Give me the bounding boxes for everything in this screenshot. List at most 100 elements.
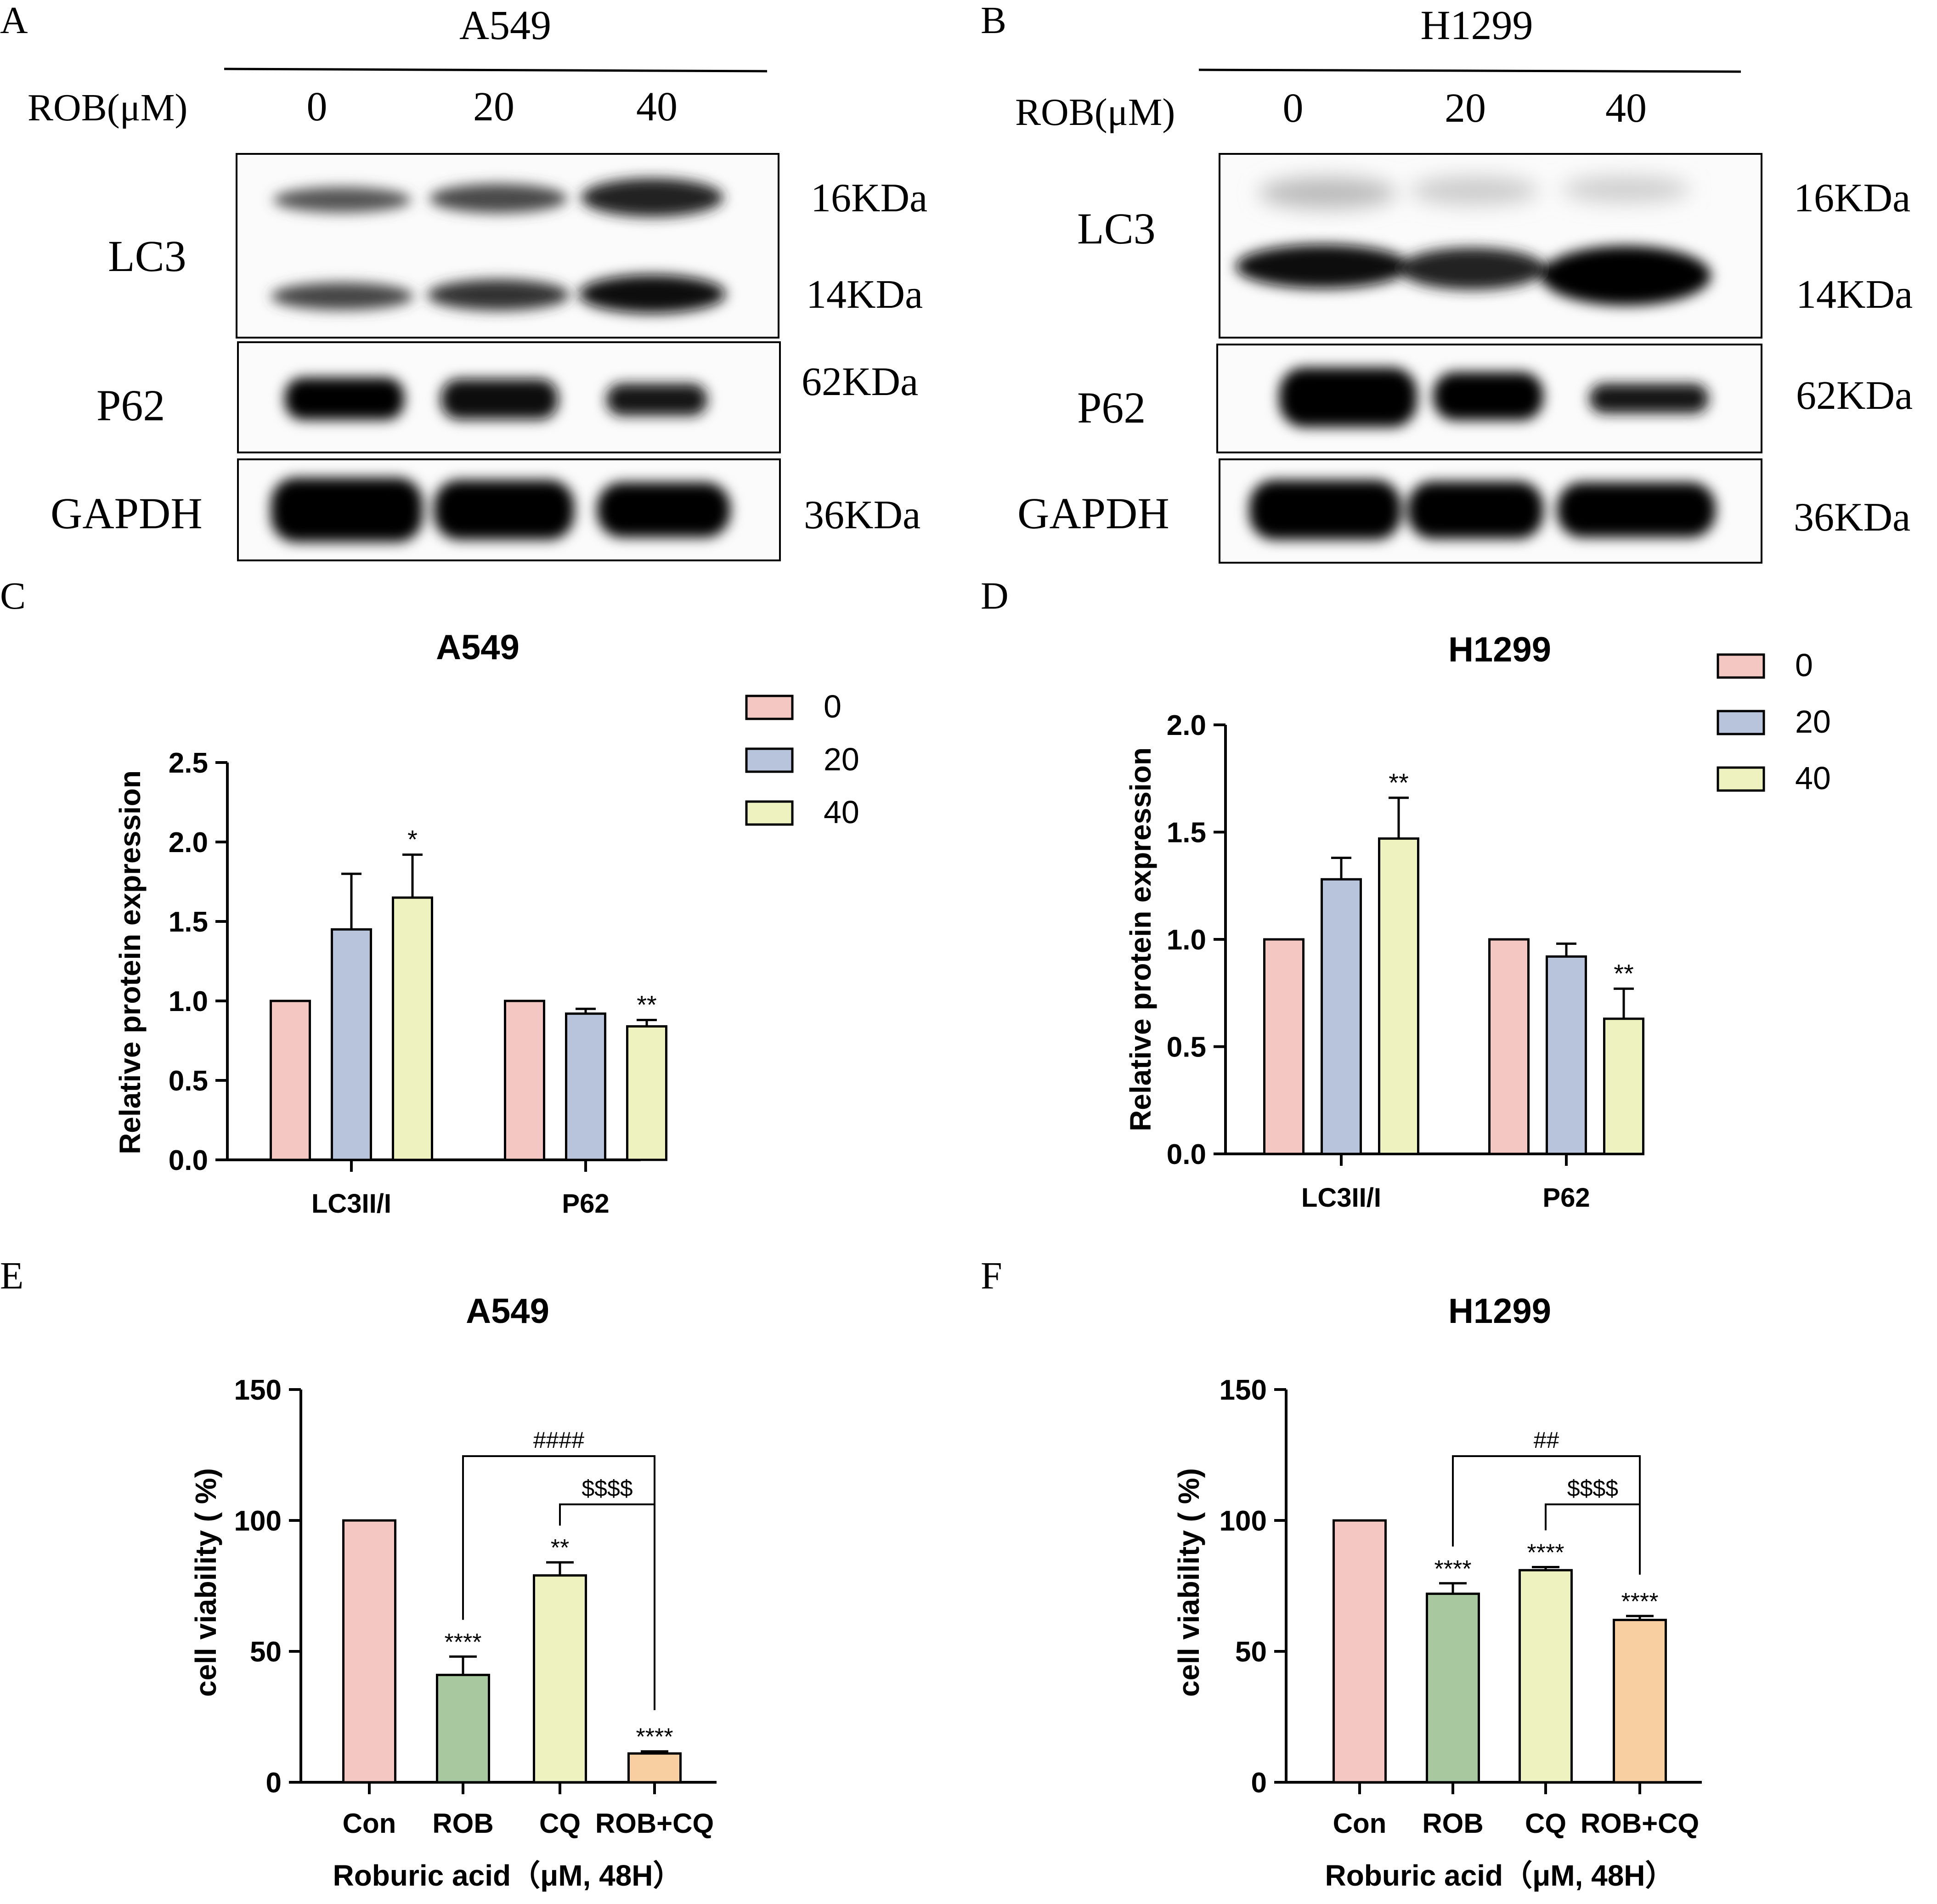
bar: [270, 1000, 311, 1161]
significance-label: **: [637, 990, 657, 1019]
blot-a-gapdh-bands: [271, 478, 730, 542]
y-tick-label: 2.5: [169, 747, 208, 779]
x-tick-label: LC3II/I: [311, 1189, 391, 1219]
chart-f: 0 50 100 150 H1299 cell viability ( %) Con ****…: [1172, 1292, 1702, 1892]
blot-a-lc3-weight-lower: 14KDa: [806, 272, 923, 317]
y-tick-label: 50: [1235, 1636, 1267, 1668]
blot-b-gapdh-label: GAPDH: [1017, 489, 1169, 538]
significance-label: ****: [1621, 1588, 1659, 1615]
x-tick-label: CQ: [539, 1808, 581, 1839]
x-tick-label: LC3II/I: [1301, 1183, 1381, 1213]
chart-e: 0 50 100 150 A549 cell viability ( %) Con **** R…: [189, 1292, 717, 1892]
chart-title: A549: [466, 1292, 549, 1331]
legend-swatch: [1717, 710, 1765, 735]
blot-b-dose-20: 20: [1445, 85, 1486, 131]
comparison-bracket: [1545, 1503, 1641, 1575]
blot-b-dose-40: 40: [1605, 85, 1647, 131]
blot-a-dose-40: 40: [636, 84, 678, 130]
blot-b-dose-0: 0: [1283, 85, 1304, 131]
significance-label: ****: [1527, 1539, 1564, 1566]
blot-a-gapdh-weight: 36KDa: [804, 493, 920, 537]
x-tick-label: Con: [343, 1808, 396, 1839]
blot-a-p62-bands: [285, 378, 707, 420]
blot-a-dose-20: 20: [473, 84, 514, 130]
blot-a-gapdh-label: GAPDH: [51, 489, 203, 538]
bar: [1488, 938, 1530, 1155]
y-tick-label: 2.0: [169, 827, 208, 859]
chart-title: A549: [436, 628, 520, 667]
blot-b-p62-bands: [1279, 367, 1709, 427]
blot-a-lc3-label: LC3: [108, 232, 186, 281]
bar: [565, 1012, 606, 1161]
bar: [436, 1673, 490, 1784]
y-tick-label: 2.0: [1167, 710, 1206, 741]
bar: [1613, 1619, 1667, 1784]
blot-b-treatment-label: ROB(μM): [1015, 91, 1175, 134]
legend-label: 40: [824, 794, 859, 830]
panel-a: A A549 ROB(μM) 0 20 40 LC3 16KDa 14KDa P…: [0, 0, 927, 561]
y-tick-label: 0.0: [1167, 1139, 1206, 1170]
x-tick-label: ROB: [1422, 1808, 1483, 1839]
y-tick-label: 150: [234, 1374, 282, 1406]
bar: [342, 1519, 396, 1784]
blot-b-lc3-label: LC3: [1077, 204, 1156, 253]
panel-letter-a: A: [0, 0, 28, 42]
comparison-label: $$$$: [582, 1475, 632, 1501]
legend-swatch: [745, 695, 794, 720]
blot-a-dose-0: 0: [307, 84, 328, 130]
y-axis-label: cell viability ( %): [1172, 1468, 1205, 1697]
comparison-label: ####: [533, 1427, 584, 1453]
chart-d: 0.0 0.5 1.0 1.5 2.0 H1299 Relative protein exp…: [1124, 630, 1831, 1213]
bar: [331, 928, 372, 1161]
y-tick-label: 1.5: [1167, 817, 1206, 849]
y-tick-label: 100: [1220, 1505, 1267, 1537]
legend-label: 20: [824, 741, 859, 777]
blot-b-lc3-weight-upper: 16KDa: [1794, 176, 1910, 220]
y-tick-label: 50: [250, 1636, 282, 1668]
comparison-bracket: [559, 1503, 655, 1710]
x-tick-label: ROB: [432, 1808, 493, 1839]
legend-label: 0: [1795, 647, 1813, 683]
x-tick-label: ROB+CQ: [595, 1808, 714, 1839]
bar: [1426, 1593, 1480, 1784]
bar: [392, 896, 433, 1161]
significance-label: **: [551, 1535, 569, 1561]
bar: [1603, 1017, 1644, 1155]
blot-a-header-rule: [224, 68, 768, 73]
bar: [533, 1574, 587, 1784]
blot-b-gapdh-bands: [1249, 480, 1716, 540]
chart-c: 0.0 0.5 1.0 1.5 2.0 2.5 A549 Relative protein e…: [113, 628, 859, 1219]
panel-b: B H1299 ROB(μM) 0 20 40 LC3 16KDa 14KDa …: [981, 0, 1913, 564]
bar: [504, 1000, 545, 1161]
x-tick-label: P62: [1542, 1183, 1590, 1213]
y-tick-label: 0.5: [169, 1065, 208, 1097]
blot-b-lc3-upper-bands: [1259, 175, 1690, 209]
blot-a-cell-line: A549: [459, 3, 551, 48]
bar: [1546, 955, 1587, 1155]
legend-swatch: [745, 800, 794, 826]
blot-b-p62-label: P62: [1077, 383, 1146, 432]
blot-a-lc3-bands: [271, 178, 726, 313]
x-tick-label: ROB+CQ: [1581, 1808, 1699, 1839]
x-tick-label: Con: [1333, 1808, 1387, 1839]
x-axis-label: Roburic acid（μM, 48H）: [1325, 1859, 1674, 1892]
blot-a-treatment-label: ROB(μM): [28, 86, 187, 129]
y-tick-label: 0: [1251, 1767, 1267, 1799]
blot-b-p62-weight: 62KDa: [1796, 373, 1913, 418]
blot-a-p62-weight: 62KDa: [802, 360, 918, 404]
y-tick-label: 1.5: [169, 906, 208, 938]
comparison-label: $$$$: [1567, 1475, 1618, 1501]
x-tick-label: CQ: [1525, 1808, 1566, 1839]
y-axis-label: Relative protein expression: [113, 770, 147, 1154]
x-axis-label: Roburic acid（μM, 48H）: [333, 1859, 682, 1892]
y-axis-label: cell viability ( %): [189, 1468, 222, 1697]
blot-b-header-rule: [1198, 68, 1741, 73]
blot-a-lc3-weight-upper: 16KDa: [811, 176, 927, 220]
panel-letter-b: B: [981, 0, 1006, 42]
significance-label: ****: [636, 1724, 673, 1751]
legend-swatch: [745, 747, 794, 773]
bar: [1321, 878, 1362, 1155]
y-tick-label: 0.0: [169, 1145, 208, 1176]
bar: [1519, 1569, 1573, 1784]
